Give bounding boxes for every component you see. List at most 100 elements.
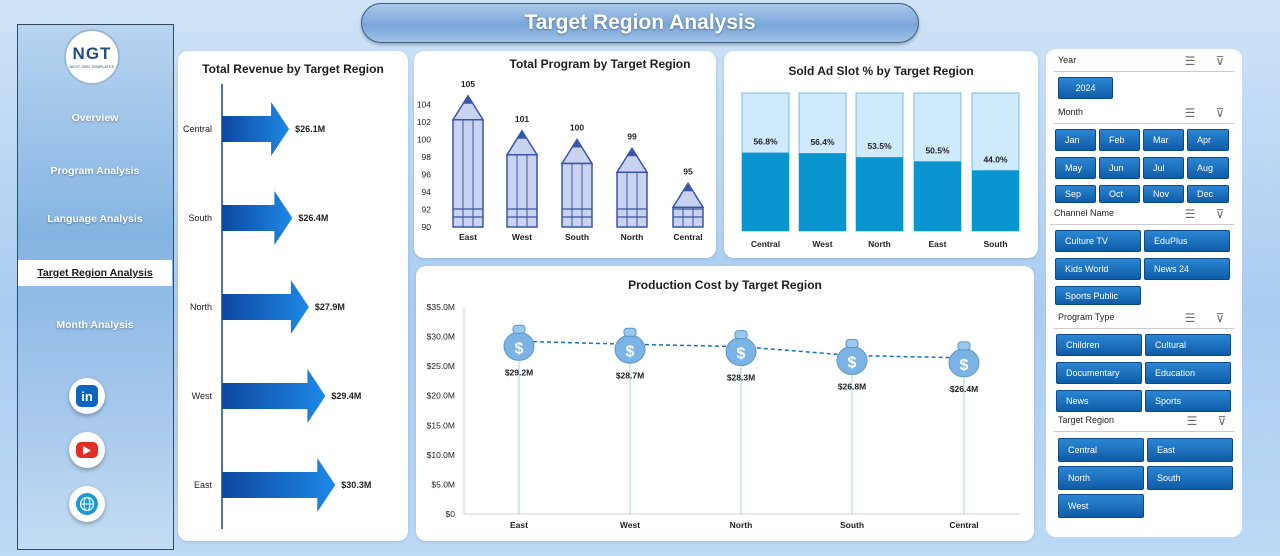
cost-category-label: South: [840, 520, 864, 530]
slicer-month-mar[interactable]: Mar: [1143, 129, 1184, 151]
slicer-region-south[interactable]: South: [1147, 466, 1233, 490]
pencil-lead: [463, 95, 473, 104]
money-bag-neck: [734, 330, 748, 340]
cost-chart: $0 $5.0M $10.0M $15.0M $20.0M $25.0M $30.0M $35…: [427, 302, 1020, 530]
slicer-month-jun[interactable]: Jun: [1099, 157, 1140, 179]
revenue-category-label: North: [190, 302, 212, 312]
nav-program-analysis[interactable]: Program Analysis: [50, 165, 140, 177]
adslot-value-label: 50.5%: [925, 145, 950, 155]
multi-select-icon[interactable]: ☰: [1184, 106, 1196, 120]
slicer-month-aug[interactable]: Aug: [1187, 157, 1229, 179]
region-slicer-header: Target Region ☰ ⊽: [1054, 413, 1234, 432]
adslot-category-label: South: [983, 239, 1007, 249]
dollar-sign-icon: $: [848, 354, 857, 371]
slicer-channel-eduplus[interactable]: EduPlus: [1144, 230, 1230, 252]
slicer-month-apr[interactable]: Apr: [1187, 129, 1229, 151]
cost-value-label: $29.2M: [505, 367, 533, 377]
slicer-channel-kids-world[interactable]: Kids World: [1055, 258, 1141, 280]
logo: NGT NEXT GEN TEMPLATES: [64, 29, 120, 85]
slicer-channel-news-24[interactable]: News 24: [1144, 258, 1230, 280]
program-value-label: 100: [570, 123, 584, 133]
slicer-type-sports[interactable]: Sports: [1145, 390, 1231, 412]
program-card: Total Program by Target Region 90 92 94 96 9…: [414, 51, 716, 258]
slicer-type-education[interactable]: Education: [1145, 362, 1231, 384]
multi-select-icon[interactable]: ☰: [1184, 207, 1196, 221]
slicer-month-jan[interactable]: Jan: [1055, 129, 1096, 151]
money-bag-neck: [512, 324, 526, 334]
adslot-chart-title: Sold Ad Slot % by Target Region: [788, 64, 974, 78]
clear-filter-icon[interactable]: ⊽: [1215, 54, 1225, 68]
cost-value-label: $28.3M: [727, 373, 755, 383]
nav-overview[interactable]: Overview: [71, 112, 119, 124]
program-bar: [616, 171, 648, 228]
slicer-month-jul[interactable]: Jul: [1143, 157, 1184, 179]
adslot-value-label: 53.5%: [867, 141, 892, 151]
program-ytick: 90: [422, 222, 432, 232]
slicer-type-cultural[interactable]: Cultural: [1145, 334, 1231, 356]
slicer-channel-culture-tv[interactable]: Culture TV: [1055, 230, 1141, 252]
month-slicer-label: Month: [1058, 107, 1084, 117]
slicer-type-documentary[interactable]: Documentary: [1056, 362, 1142, 384]
revenue-chart-title: Total Revenue by Target Region: [202, 62, 384, 76]
clear-filter-icon[interactable]: ⊽: [1217, 414, 1227, 428]
slicer-channel-sports-public[interactable]: Sports Public: [1055, 286, 1141, 305]
nav-month-analysis[interactable]: Month Analysis: [56, 319, 134, 331]
dollar-sign-icon: $: [626, 343, 635, 360]
nav-target-region-analysis[interactable]: Target Region Analysis: [18, 260, 172, 286]
adslot-category-label: North: [868, 239, 891, 249]
page-title: Target Region Analysis: [361, 3, 919, 43]
region-slicer-label: Target Region: [1058, 415, 1115, 425]
program-value-label: 99: [627, 131, 637, 141]
linkedin-button[interactable]: in: [69, 378, 105, 414]
cost-ytick: $15.0M: [427, 420, 455, 430]
slicer-region-west[interactable]: West: [1058, 494, 1144, 518]
year-slicer-label: Year: [1058, 55, 1077, 65]
website-button[interactable]: [69, 486, 105, 522]
multi-select-icon[interactable]: ☰: [1184, 311, 1196, 325]
clear-filter-icon[interactable]: ⊽: [1215, 106, 1225, 120]
youtube-button[interactable]: [69, 432, 105, 468]
clear-filter-icon[interactable]: ⊽: [1215, 311, 1225, 325]
money-bag-neck: [845, 338, 859, 348]
slicer-region-east[interactable]: East: [1147, 438, 1233, 462]
program-ytick: 104: [417, 100, 431, 110]
cost-category-label: North: [730, 520, 753, 530]
program-ytick: 100: [417, 135, 431, 145]
program-bar: [452, 119, 484, 228]
revenue-value-label: $27.9M: [315, 302, 345, 312]
revenue-chart: Central $26.1M South $26.4M North $27.9M West $…: [183, 84, 371, 529]
program-ytick: 96: [422, 170, 432, 180]
program-category-label: South: [565, 232, 589, 242]
multi-select-icon[interactable]: ☰: [1186, 414, 1198, 428]
revenue-category-label: South: [188, 213, 212, 223]
slicer-year-2024[interactable]: 2024: [1058, 77, 1113, 99]
slicer-month-feb[interactable]: Feb: [1099, 129, 1140, 151]
revenue-card: Total Revenue by Target Region Central $2…: [178, 51, 408, 541]
adslot-value-label: 56.8%: [753, 137, 778, 147]
adslot-card: Sold Ad Slot % by Target Region 56.8% Cen…: [724, 51, 1038, 258]
slicer-month-nov[interactable]: Nov: [1143, 185, 1184, 203]
cost-card: Production Cost by Target Region $0 $5.0M…: [416, 266, 1034, 541]
pencil-lead: [627, 148, 637, 157]
month-slicer-header: Month ☰ ⊽: [1054, 105, 1234, 124]
slicer-region-north[interactable]: North: [1058, 466, 1144, 490]
slicer-month-may[interactable]: May: [1055, 157, 1096, 179]
dollar-sign-icon: $: [515, 340, 524, 357]
logo-text: NGT: [72, 44, 112, 63]
multi-select-icon[interactable]: ☰: [1184, 54, 1196, 68]
revenue-bar: [222, 191, 293, 245]
slicer-region-central[interactable]: Central: [1058, 438, 1144, 462]
slicer-month-oct[interactable]: Oct: [1099, 185, 1140, 203]
nav-language-analysis[interactable]: Language Analysis: [47, 213, 143, 225]
clear-filter-icon[interactable]: ⊽: [1215, 207, 1225, 221]
slicer-type-children[interactable]: Children: [1056, 334, 1142, 356]
slicer-month-sep[interactable]: Sep: [1055, 185, 1096, 203]
program-bar: [506, 154, 538, 228]
cost-chart-title: Production Cost by Target Region: [628, 278, 822, 292]
cost-ytick: $10.0M: [427, 450, 455, 460]
adslot-bar: [742, 152, 789, 231]
adslot-bar: [914, 161, 961, 231]
slicer-type-news[interactable]: News: [1056, 390, 1142, 412]
program-chart: 90 92 94 96 98 100 102 104 105 East 101 West 100 Sout…: [417, 79, 705, 242]
slicer-month-dec[interactable]: Dec: [1187, 185, 1229, 203]
